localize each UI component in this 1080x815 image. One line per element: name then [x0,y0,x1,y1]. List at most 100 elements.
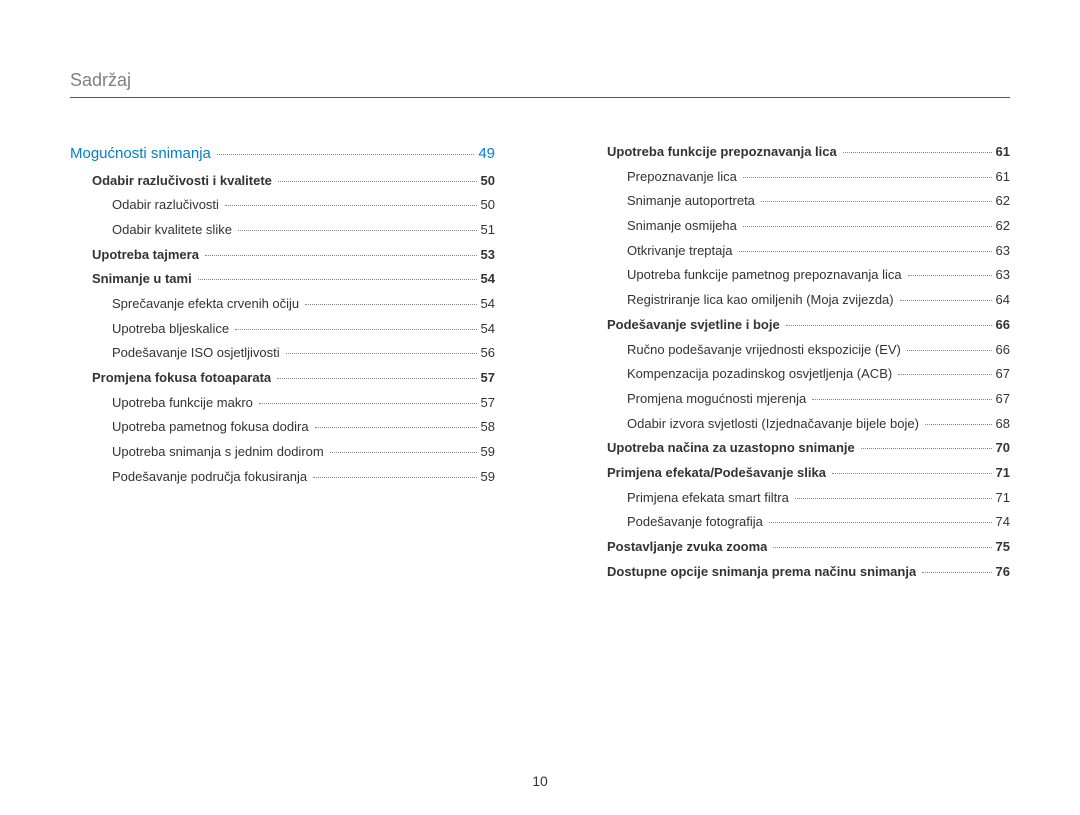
toc-entry-l2[interactable]: Odabir kvalitete slike51 [112,218,495,243]
toc-entry-l2[interactable]: Upotreba bljeskalice54 [112,317,495,342]
toc-entry-l2[interactable]: Kompenzacija pozadinskog osvjetljenja (A… [627,362,1010,387]
toc-page: 62 [996,214,1010,239]
toc-page: 68 [996,412,1010,437]
leader-dots [315,427,477,428]
toc-entry-l2[interactable]: Ručno podešavanje vrijednosti ekspozicij… [627,338,1010,363]
right-column: Upotreba funkcije prepoznavanja lica61Pr… [585,140,1010,584]
toc-entry-l1[interactable]: Upotreba tajmera53 [92,243,495,268]
toc-label: Sprečavanje efekta crvenih očiju [112,292,299,317]
toc-entry-l2[interactable]: Snimanje autoportreta62 [627,189,1010,214]
toc-label: Podešavanje ISO osjetljivosti [112,341,280,366]
leader-dots [235,329,476,330]
toc-label: Promjena mogućnosti mjerenja [627,387,806,412]
toc-entry-l2[interactable]: Podešavanje područja fokusiranja59 [112,465,495,490]
page-number: 10 [532,773,548,789]
toc-entry-l2[interactable]: Upotreba snimanja s jednim dodirom 59 [112,440,495,465]
leader-dots [225,205,477,206]
toc-entry-l2[interactable]: Podešavanje fotografija74 [627,510,1010,535]
toc-entry-l2[interactable]: Prepoznavanje lica 61 [627,165,1010,190]
leader-dots [305,304,476,305]
toc-entry-l2[interactable]: Upotreba pametnog fokusa dodira58 [112,415,495,440]
toc-page: 61 [996,165,1010,190]
toc-entry-l1[interactable]: Upotreba funkcije prepoznavanja lica 61 [607,140,1010,165]
toc-entry-l2[interactable]: Odabir izvora svjetlosti (Izjednačavanje… [627,412,1010,437]
toc-label: Prepoznavanje lica [627,165,737,190]
toc-page: 64 [996,288,1010,313]
toc-entry-l2[interactable]: Odabir razlučivosti50 [112,193,495,218]
toc-label: Upotreba pametnog fokusa dodira [112,415,309,440]
toc-label: Ručno podešavanje vrijednosti ekspozicij… [627,338,901,363]
toc-page: 66 [996,313,1010,338]
leader-dots [205,255,477,256]
toc-label: Primjena efekata smart filtra [627,486,789,511]
toc-entry-l2[interactable]: Snimanje osmijeha 62 [627,214,1010,239]
toc-page: 67 [996,362,1010,387]
leader-dots [286,353,477,354]
toc-page: 74 [996,510,1010,535]
toc-page: 66 [996,338,1010,363]
toc-page: 63 [996,239,1010,264]
toc-entry-l2[interactable]: Upotreba funkcije makro57 [112,391,495,416]
toc-label: Snimanje u tami [92,267,192,292]
toc-section[interactable]: Mogućnosti snimanja 49 [70,140,495,169]
leader-dots [786,325,992,326]
toc-columns: Mogućnosti snimanja49Odabir razlučivosti… [70,140,1010,584]
toc-label: Odabir razlučivosti [112,193,219,218]
toc-label: Upotreba snimanja s jednim dodirom [112,440,324,465]
toc-label: Promjena fokusa fotoaparata [92,366,271,391]
toc-entry-l1[interactable]: Snimanje u tami54 [92,267,495,292]
leader-dots [795,498,992,499]
toc-label: Odabir kvalitete slike [112,218,232,243]
toc-entry-l1[interactable]: Podešavanje svjetline i boje66 [607,313,1010,338]
toc-label: Odabir izvora svjetlosti (Izjednačavanje… [627,412,919,437]
toc-label: Snimanje osmijeha [627,214,737,239]
toc-page: 59 [481,440,495,465]
toc-entry-l1[interactable]: Upotreba načina za uzastopno snimanje70 [607,436,1010,461]
toc-page: 62 [996,189,1010,214]
toc-page: 61 [996,140,1010,165]
leader-dots [898,374,991,375]
page-header: Sadržaj [70,70,1010,98]
toc-entry-l2[interactable]: Registriranje lica kao omiljenih (Moja z… [627,288,1010,313]
toc-label: Kompenzacija pozadinskog osvjetljenja (A… [627,362,892,387]
leader-dots [908,275,992,276]
leader-dots [217,154,474,155]
leader-dots [769,522,992,523]
leader-dots [259,403,477,404]
toc-entry-l2[interactable]: Sprečavanje efekta crvenih očiju54 [112,292,495,317]
leader-dots [198,279,477,280]
toc-entry-l2[interactable]: Primjena efekata smart filtra 71 [627,486,1010,511]
toc-entry-l1[interactable]: Dostupne opcije snimanja prema načinu sn… [607,560,1010,585]
toc-label: Upotreba tajmera [92,243,199,268]
toc-entry-l2[interactable]: Otkrivanje treptaja 63 [627,239,1010,264]
toc-page: 56 [481,341,495,366]
toc-page: 71 [996,486,1010,511]
toc-entry-l2[interactable]: Podešavanje ISO osjetljivosti 56 [112,341,495,366]
toc-page: 49 [478,140,495,169]
leader-dots [812,399,991,400]
toc-page: 70 [996,436,1010,461]
leader-dots [861,448,992,449]
toc-entry-l2[interactable]: Upotreba funkcije pametnog prepoznavanja… [627,263,1010,288]
toc-page: 59 [481,465,495,490]
toc-label: Upotreba bljeskalice [112,317,229,342]
toc-label: Mogućnosti snimanja [70,140,211,169]
leader-dots [238,230,477,231]
toc-entry-l1[interactable]: Postavljanje zvuka zooma75 [607,535,1010,560]
toc-label: Odabir razlučivosti i kvalitete [92,169,272,194]
toc-label: Upotreba funkcije prepoznavanja lica [607,140,837,165]
toc-entry-l1[interactable]: Odabir razlučivosti i kvalitete50 [92,169,495,194]
leader-dots [900,300,992,301]
toc-page: 76 [996,560,1010,585]
leader-dots [843,152,992,153]
leader-dots [832,473,992,474]
toc-entry-l1[interactable]: Promjena fokusa fotoaparata57 [92,366,495,391]
toc-entry-l2[interactable]: Promjena mogućnosti mjerenja 67 [627,387,1010,412]
toc-entry-l1[interactable]: Primjena efekata/Podešavanje slika71 [607,461,1010,486]
toc-label: Postavljanje zvuka zooma [607,535,767,560]
toc-label: Upotreba funkcije pametnog prepoznavanja… [627,263,902,288]
toc-label: Otkrivanje treptaja [627,239,733,264]
leader-dots [313,477,476,478]
toc-page: 67 [996,387,1010,412]
leader-dots [743,177,992,178]
